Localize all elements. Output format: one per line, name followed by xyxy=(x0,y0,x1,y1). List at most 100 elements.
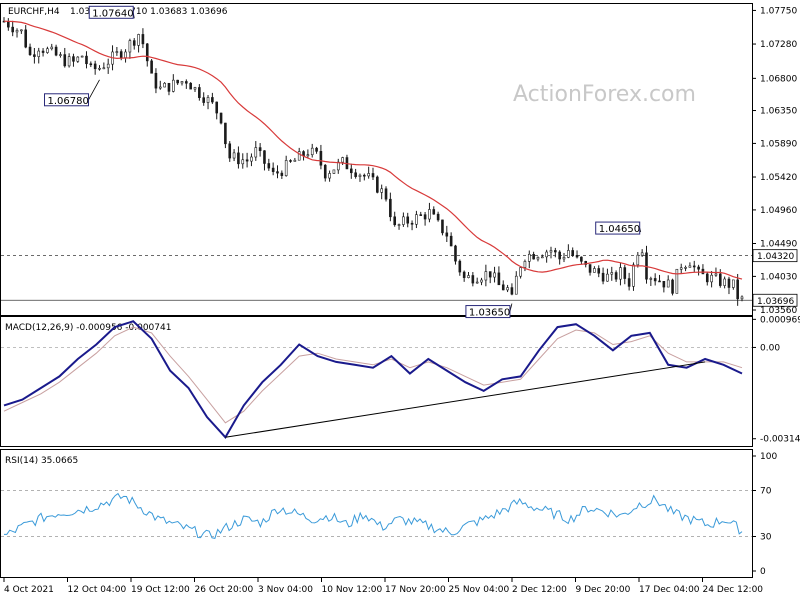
candle-body xyxy=(597,268,601,274)
annotation-label: 1.06780 xyxy=(48,96,89,107)
candle-body xyxy=(458,260,462,273)
candle-body xyxy=(115,51,119,53)
rsi-tick-label: 0 xyxy=(760,567,766,577)
candle-body xyxy=(145,43,149,62)
candle-body xyxy=(484,271,488,281)
candle-body xyxy=(441,219,444,234)
price-tick-label: 1.07280 xyxy=(760,40,797,50)
candle-body xyxy=(293,159,297,162)
candle-body xyxy=(371,173,375,178)
candle-body xyxy=(341,157,344,163)
candle-body xyxy=(306,154,310,157)
candle-body xyxy=(727,278,731,288)
candle-body xyxy=(102,67,106,70)
candle-body xyxy=(158,86,162,89)
candle-body xyxy=(72,56,75,62)
candle-body xyxy=(215,101,219,114)
rsi-pane xyxy=(0,449,753,578)
candle-body xyxy=(137,34,140,46)
macd-tick-label: -0.003149 xyxy=(760,435,800,445)
annotation-box xyxy=(595,221,641,235)
candle-body xyxy=(349,168,353,174)
annotation-label: 1.04650 xyxy=(599,224,640,235)
candle-body xyxy=(488,271,492,278)
candle-body xyxy=(688,265,692,268)
candle-body xyxy=(354,172,357,177)
candle-body xyxy=(154,72,158,89)
candle-body xyxy=(510,287,514,295)
candle-body xyxy=(480,279,483,283)
x-tick-label: 9 Dec 20:00 xyxy=(576,585,631,595)
candle-body xyxy=(614,272,618,280)
candle-body xyxy=(658,280,661,283)
candle-body xyxy=(106,63,110,69)
candle-body xyxy=(714,273,718,276)
candle-body xyxy=(588,264,592,273)
candle-body xyxy=(315,147,318,152)
macd-trendline xyxy=(225,361,706,438)
candle-body xyxy=(462,271,466,278)
candle-body xyxy=(193,87,197,90)
macd-tick-label: 0.000969 xyxy=(760,315,800,325)
candle-body xyxy=(684,267,687,269)
macd-signal-line xyxy=(3,326,743,424)
candle-body xyxy=(11,26,14,33)
candle-body xyxy=(527,253,531,262)
candle-body xyxy=(267,163,271,169)
candle-body xyxy=(50,46,54,50)
rsi-tick-label: 30 xyxy=(760,533,772,543)
candle-body xyxy=(580,256,583,262)
candle-body xyxy=(228,143,232,159)
candle-body xyxy=(653,278,657,282)
price-tick-label: 1.04030 xyxy=(760,272,797,282)
candle-body xyxy=(119,51,123,58)
candle-body xyxy=(89,63,93,66)
candle-body xyxy=(150,60,153,74)
annotation-box xyxy=(465,305,511,319)
watermark: ActionForex.com xyxy=(513,82,696,107)
x-tick-label: 4 Oct 2021 xyxy=(4,585,54,595)
macd-line xyxy=(3,320,743,439)
candle-body xyxy=(202,97,205,103)
annotation-leader xyxy=(88,79,100,100)
candle-body xyxy=(280,172,284,176)
candle-body xyxy=(393,216,397,226)
price-tick-label: 1.06350 xyxy=(760,107,797,117)
candle-body xyxy=(232,152,236,159)
candle-body xyxy=(276,171,279,174)
candle-body xyxy=(428,209,431,220)
x-tick-label: 12 Oct 04:00 xyxy=(68,585,127,595)
candle-body xyxy=(575,255,579,258)
price-tick-label: 1.07750 xyxy=(760,6,797,16)
candle-body xyxy=(523,261,527,268)
candle-body xyxy=(606,273,609,282)
candle-body xyxy=(567,250,570,258)
candle-body xyxy=(376,176,379,193)
candle-body xyxy=(41,50,45,53)
candle-body xyxy=(20,29,23,32)
candle-body xyxy=(710,274,713,283)
rsi-title: RSI(14) 35.0665 xyxy=(5,456,78,466)
candle-body xyxy=(501,284,505,291)
price-tick-label: 1.03560 xyxy=(760,306,797,316)
candle-body xyxy=(141,34,145,45)
candle-body xyxy=(98,67,101,70)
candle-body xyxy=(497,272,501,286)
candle-body xyxy=(54,46,58,56)
candle-body xyxy=(323,164,327,179)
candle-body xyxy=(406,216,410,224)
candle-body xyxy=(601,272,605,282)
candle-body xyxy=(584,261,588,265)
x-tick-label: 26 Oct 20:00 xyxy=(195,585,254,595)
candle-body xyxy=(128,40,132,53)
candle-body xyxy=(662,281,666,288)
x-tick-label: 2 Dec 12:00 xyxy=(512,585,567,595)
candle-body xyxy=(384,188,388,200)
price-pane xyxy=(0,3,753,316)
rsi-line xyxy=(4,492,743,539)
candle-body xyxy=(24,29,28,48)
candle-body xyxy=(67,56,71,67)
candle-body xyxy=(310,147,314,156)
candle-body xyxy=(185,81,188,84)
candle-body xyxy=(59,54,62,56)
